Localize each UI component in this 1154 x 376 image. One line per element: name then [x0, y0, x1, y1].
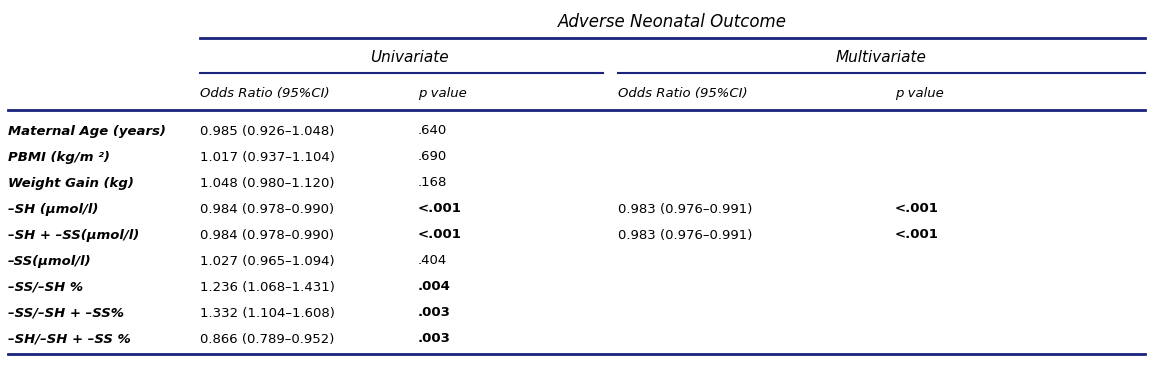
Text: .404: .404: [418, 255, 448, 267]
Text: .004: .004: [418, 280, 451, 294]
Text: –SS/–SH %: –SS/–SH %: [8, 280, 83, 294]
Text: .640: .640: [418, 124, 448, 138]
Text: <.001: <.001: [418, 203, 462, 215]
Text: .003: .003: [418, 332, 451, 346]
Text: 0.984 (0.978–0.990): 0.984 (0.978–0.990): [200, 229, 335, 241]
Text: Adverse Neonatal Outcome: Adverse Neonatal Outcome: [559, 13, 787, 31]
Text: 1.017 (0.937–1.104): 1.017 (0.937–1.104): [200, 150, 335, 164]
Text: 0.985 (0.926–1.048): 0.985 (0.926–1.048): [200, 124, 335, 138]
Text: .690: .690: [418, 150, 448, 164]
Text: –SH + –SS(μmol/l): –SH + –SS(μmol/l): [8, 229, 140, 241]
Text: p value: p value: [418, 86, 466, 100]
Text: 1.048 (0.980–1.120): 1.048 (0.980–1.120): [200, 176, 335, 190]
Text: Maternal Age (years): Maternal Age (years): [8, 124, 166, 138]
Text: .168: .168: [418, 176, 448, 190]
Text: –SH/–SH + –SS %: –SH/–SH + –SS %: [8, 332, 130, 346]
Text: 0.983 (0.976–0.991): 0.983 (0.976–0.991): [619, 203, 752, 215]
Text: 0.984 (0.978–0.990): 0.984 (0.978–0.990): [200, 203, 335, 215]
Text: Univariate: Univariate: [369, 50, 448, 65]
Text: 0.866 (0.789–0.952): 0.866 (0.789–0.952): [200, 332, 335, 346]
Text: –SS/–SH + –SS%: –SS/–SH + –SS%: [8, 306, 123, 320]
Text: Multivariate: Multivariate: [835, 50, 927, 65]
Text: <.001: <.001: [418, 229, 462, 241]
Text: –SH (μmol/l): –SH (μmol/l): [8, 203, 98, 215]
Text: Weight Gain (kg): Weight Gain (kg): [8, 176, 134, 190]
Text: p value: p value: [896, 86, 944, 100]
Text: –SS(μmol/l): –SS(μmol/l): [8, 255, 91, 267]
Text: 1.332 (1.104–1.608): 1.332 (1.104–1.608): [200, 306, 335, 320]
Text: <.001: <.001: [896, 203, 939, 215]
Text: 0.983 (0.976–0.991): 0.983 (0.976–0.991): [619, 229, 752, 241]
Text: 1.236 (1.068–1.431): 1.236 (1.068–1.431): [200, 280, 335, 294]
Text: <.001: <.001: [896, 229, 939, 241]
Text: PBMI (kg/m ²): PBMI (kg/m ²): [8, 150, 110, 164]
Text: .003: .003: [418, 306, 451, 320]
Text: Odds Ratio (95%CI): Odds Ratio (95%CI): [200, 86, 330, 100]
Text: Odds Ratio (95%CI): Odds Ratio (95%CI): [619, 86, 748, 100]
Text: 1.027 (0.965–1.094): 1.027 (0.965–1.094): [200, 255, 335, 267]
